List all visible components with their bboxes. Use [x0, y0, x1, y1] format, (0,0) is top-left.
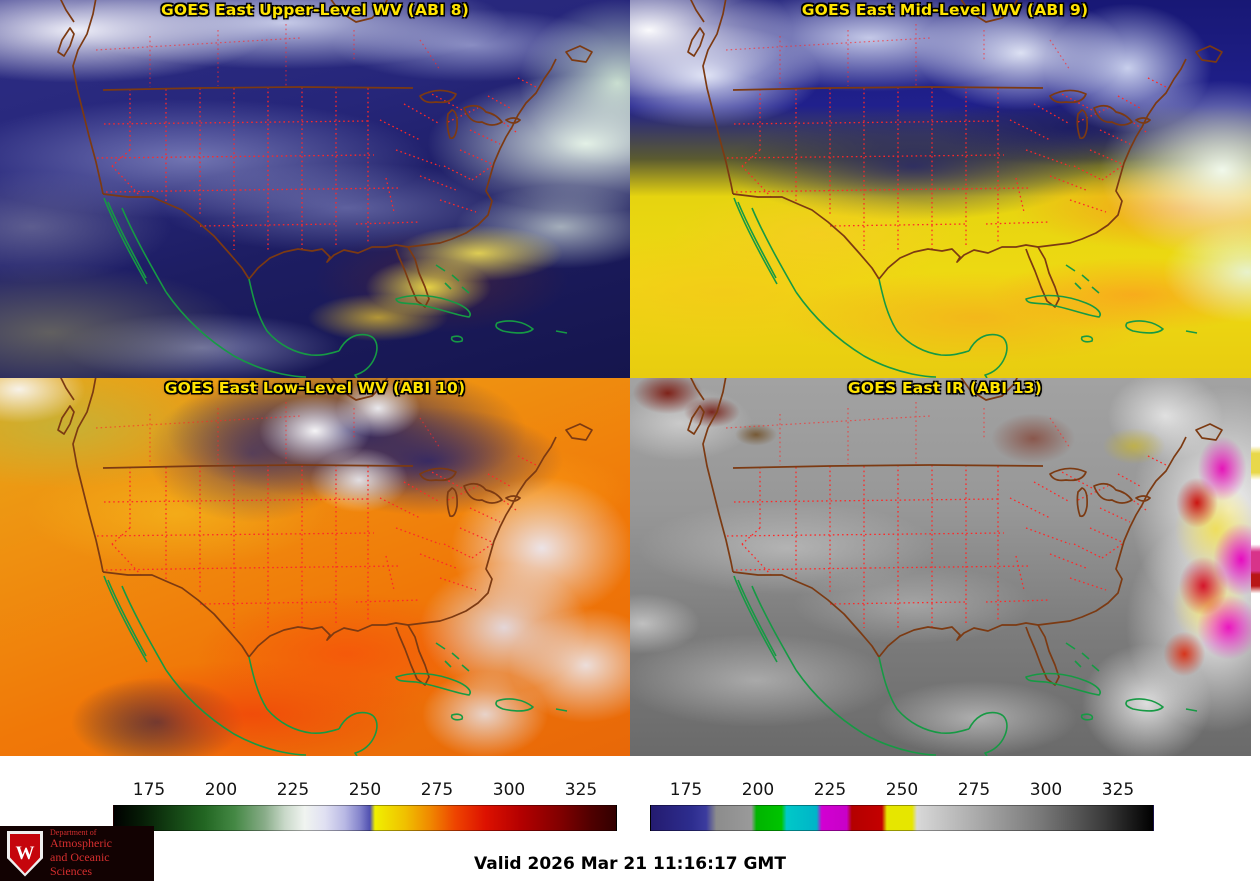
footer: 175 200 225 250 275 300 325 175 200 225 … — [0, 756, 1260, 881]
colorbar-tick-label: 225 — [813, 780, 847, 800]
colorbar-tick-label: 200 — [204, 780, 238, 800]
colorbar-tick-label: 275 — [957, 780, 991, 800]
colorbar-tick-label: 250 — [885, 780, 919, 800]
panel-title: GOES East IR (ABI 13) — [847, 379, 1043, 397]
colorbar-tick-label: 200 — [741, 780, 775, 800]
colorbar-tick-label: 175 — [669, 780, 703, 800]
logo-dept-line: Department of — [50, 828, 97, 838]
colorbar-tick-label: 175 — [132, 780, 166, 800]
wv-colorbar: 175 200 225 250 275 300 325 — [113, 778, 617, 831]
uw-crest-icon: W — [7, 830, 43, 877]
colorbar-tick-label: 325 — [1101, 780, 1135, 800]
panel-ir: GOES East IR (ABI 13) — [630, 378, 1260, 756]
scan-edge-strip — [1251, 0, 1260, 378]
valid-time-label: Valid 2026 Mar 21 11:16:17 GMT — [474, 854, 786, 874]
uw-aos-logo: W Department of Atmospheric and Oceanic … — [0, 826, 154, 881]
map-boundaries-overlay — [0, 0, 630, 378]
colorbar-tick-label: 300 — [492, 780, 526, 800]
scan-edge-strip — [1251, 378, 1260, 756]
panel-title: GOES East Upper-Level WV (ABI 8) — [160, 1, 470, 19]
wv-colorbar-ticks: 175 200 225 250 275 300 325 — [113, 778, 617, 805]
colorbar-tick-label: 225 — [276, 780, 310, 800]
panel-low-level-wv: GOES East Low-Level WV (ABI 10) — [0, 378, 630, 756]
colorbar-tick-label: 250 — [348, 780, 382, 800]
uw-logo-text: Department of Atmospheric and Oceanic Sc… — [50, 828, 147, 879]
ir-colorbar-gradient — [650, 805, 1154, 831]
logo-dept-line: and Oceanic Sciences — [50, 850, 110, 878]
logo-dept-line: Atmospheric — [50, 836, 112, 851]
colorbar-tick-label: 275 — [420, 780, 454, 800]
ir-colorbar: 175 200 225 250 275 300 325 — [650, 778, 1154, 831]
panel-upper-level-wv: GOES East Upper-Level WV (ABI 8) — [0, 0, 630, 378]
map-boundaries-overlay — [630, 0, 1260, 378]
satellite-quadrant-grid: GOES East Upper-Level WV (ABI 8) GOES Ea… — [0, 0, 1260, 756]
panel-title: GOES East Mid-Level WV (ABI 9) — [801, 1, 1089, 19]
map-boundaries-overlay — [0, 378, 630, 756]
colorbar-tick-label: 300 — [1029, 780, 1063, 800]
panel-title: GOES East Low-Level WV (ABI 10) — [164, 379, 466, 397]
colorbar-tick-label: 325 — [564, 780, 598, 800]
map-boundaries-overlay — [630, 378, 1260, 756]
ir-colorbar-ticks: 175 200 225 250 275 300 325 — [650, 778, 1154, 805]
wv-colorbar-gradient — [113, 805, 617, 831]
panel-mid-level-wv: GOES East Mid-Level WV (ABI 9) — [630, 0, 1260, 378]
